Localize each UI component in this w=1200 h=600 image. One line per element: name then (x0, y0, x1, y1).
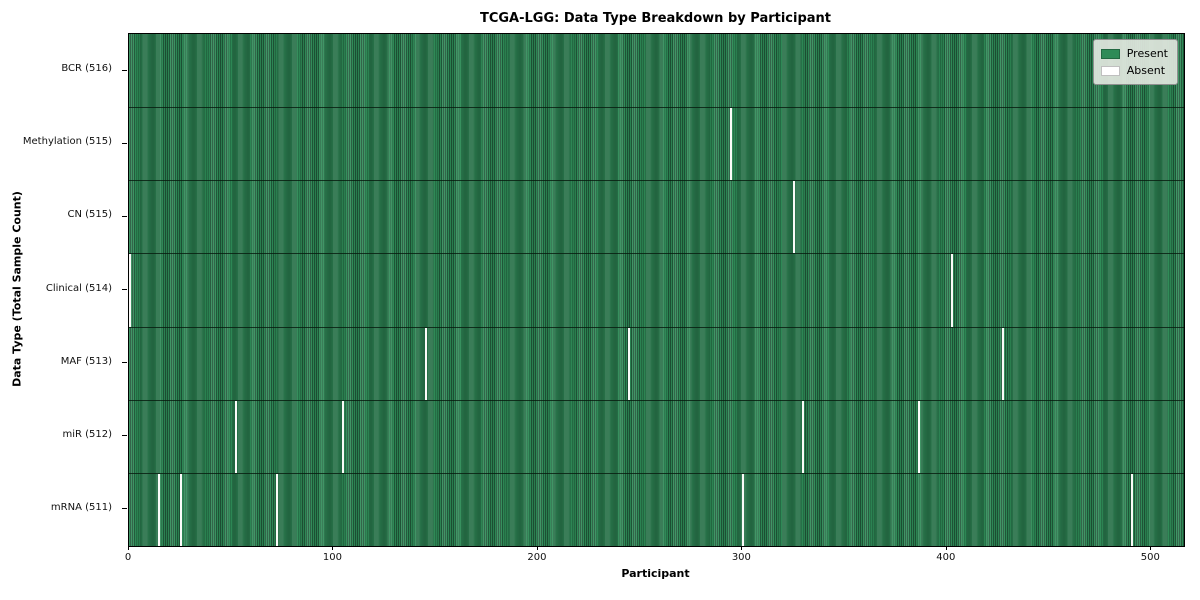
legend-label: Present (1126, 47, 1168, 60)
legend-item-absent: Absent (1100, 62, 1168, 79)
absent-marker-mRNA-14 (157, 473, 160, 546)
y-tick-Methylation (122, 142, 127, 144)
absent-marker-miR-52 (235, 400, 238, 473)
absent-marker-MAF-244 (627, 327, 630, 400)
y-tick-label-CN: CN (515) (67, 209, 112, 221)
absent-marker-Clinical-0 (129, 254, 131, 327)
absent-marker-mRNA-300 (742, 473, 745, 546)
x-tick-0 (128, 546, 129, 550)
data-row-miR (129, 399, 1184, 473)
absent-marker-Clinical-402 (950, 254, 953, 327)
absent-marker-MAF-427 (1002, 327, 1004, 400)
plot-area: Present Absent (128, 33, 1185, 547)
x-tick-label-200: 200 (527, 552, 547, 563)
y-tick-label-BCR: BCR (516) (61, 63, 112, 75)
absent-marker-miR-329 (801, 400, 804, 473)
y-tick-label-Clinical: Clinical (514) (45, 282, 112, 294)
absent-marker-MAF-145 (425, 327, 428, 400)
x-tick-label-500: 500 (1140, 552, 1160, 563)
absent-marker-Methylation-294 (730, 108, 733, 181)
data-row-CN (129, 180, 1184, 254)
x-tick-label-300: 300 (731, 552, 751, 563)
x-tick-400 (945, 546, 947, 550)
x-axis-label: Participant (621, 567, 690, 580)
y-tick-miR (122, 435, 127, 437)
absent-marker-CN-325 (793, 181, 796, 254)
y-tick-label-miR: miR (512) (62, 428, 112, 440)
chart-title: TCGA-LGG: Data Type Breakdown by Partici… (479, 11, 832, 26)
legend-item-present: Present (1100, 45, 1168, 62)
absent-marker-mRNA-490 (1130, 473, 1133, 546)
y-tick-BCR (122, 69, 127, 71)
y-tick-label-mRNA: mRNA (511) (50, 501, 112, 513)
absent-marker-miR-386 (918, 400, 921, 473)
x-tick-100 (332, 546, 334, 550)
legend-swatch-absent (1100, 65, 1120, 76)
x-tick-300 (741, 546, 743, 550)
data-row-Methylation (129, 107, 1184, 181)
y-tick-CN (122, 215, 127, 217)
data-row-BCR (129, 34, 1184, 108)
y-tick-mRNA (122, 508, 127, 510)
absent-marker-miR-104 (341, 400, 344, 473)
absent-marker-mRNA-25 (180, 473, 183, 546)
data-row-mRNA (129, 472, 1184, 546)
x-tick-label-0: 0 (124, 552, 132, 563)
x-tick-label-100: 100 (322, 552, 342, 563)
y-tick-label-MAF: MAF (513) (60, 355, 112, 367)
y-tick-label-Methylation: Methylation (515) (22, 136, 112, 148)
legend-swatch-present (1100, 48, 1120, 59)
x-tick-label-400: 400 (936, 552, 956, 563)
legend: Present Absent (1092, 39, 1178, 85)
y-tick-Clinical (122, 289, 127, 290)
x-tick-200 (536, 546, 538, 550)
absent-marker-mRNA-72 (276, 473, 279, 546)
legend-label: Absent (1126, 64, 1166, 77)
data-row-Clinical (129, 253, 1184, 327)
data-row-MAF (129, 326, 1184, 400)
x-tick-500 (1150, 546, 1152, 550)
y-tick-MAF (122, 362, 127, 364)
